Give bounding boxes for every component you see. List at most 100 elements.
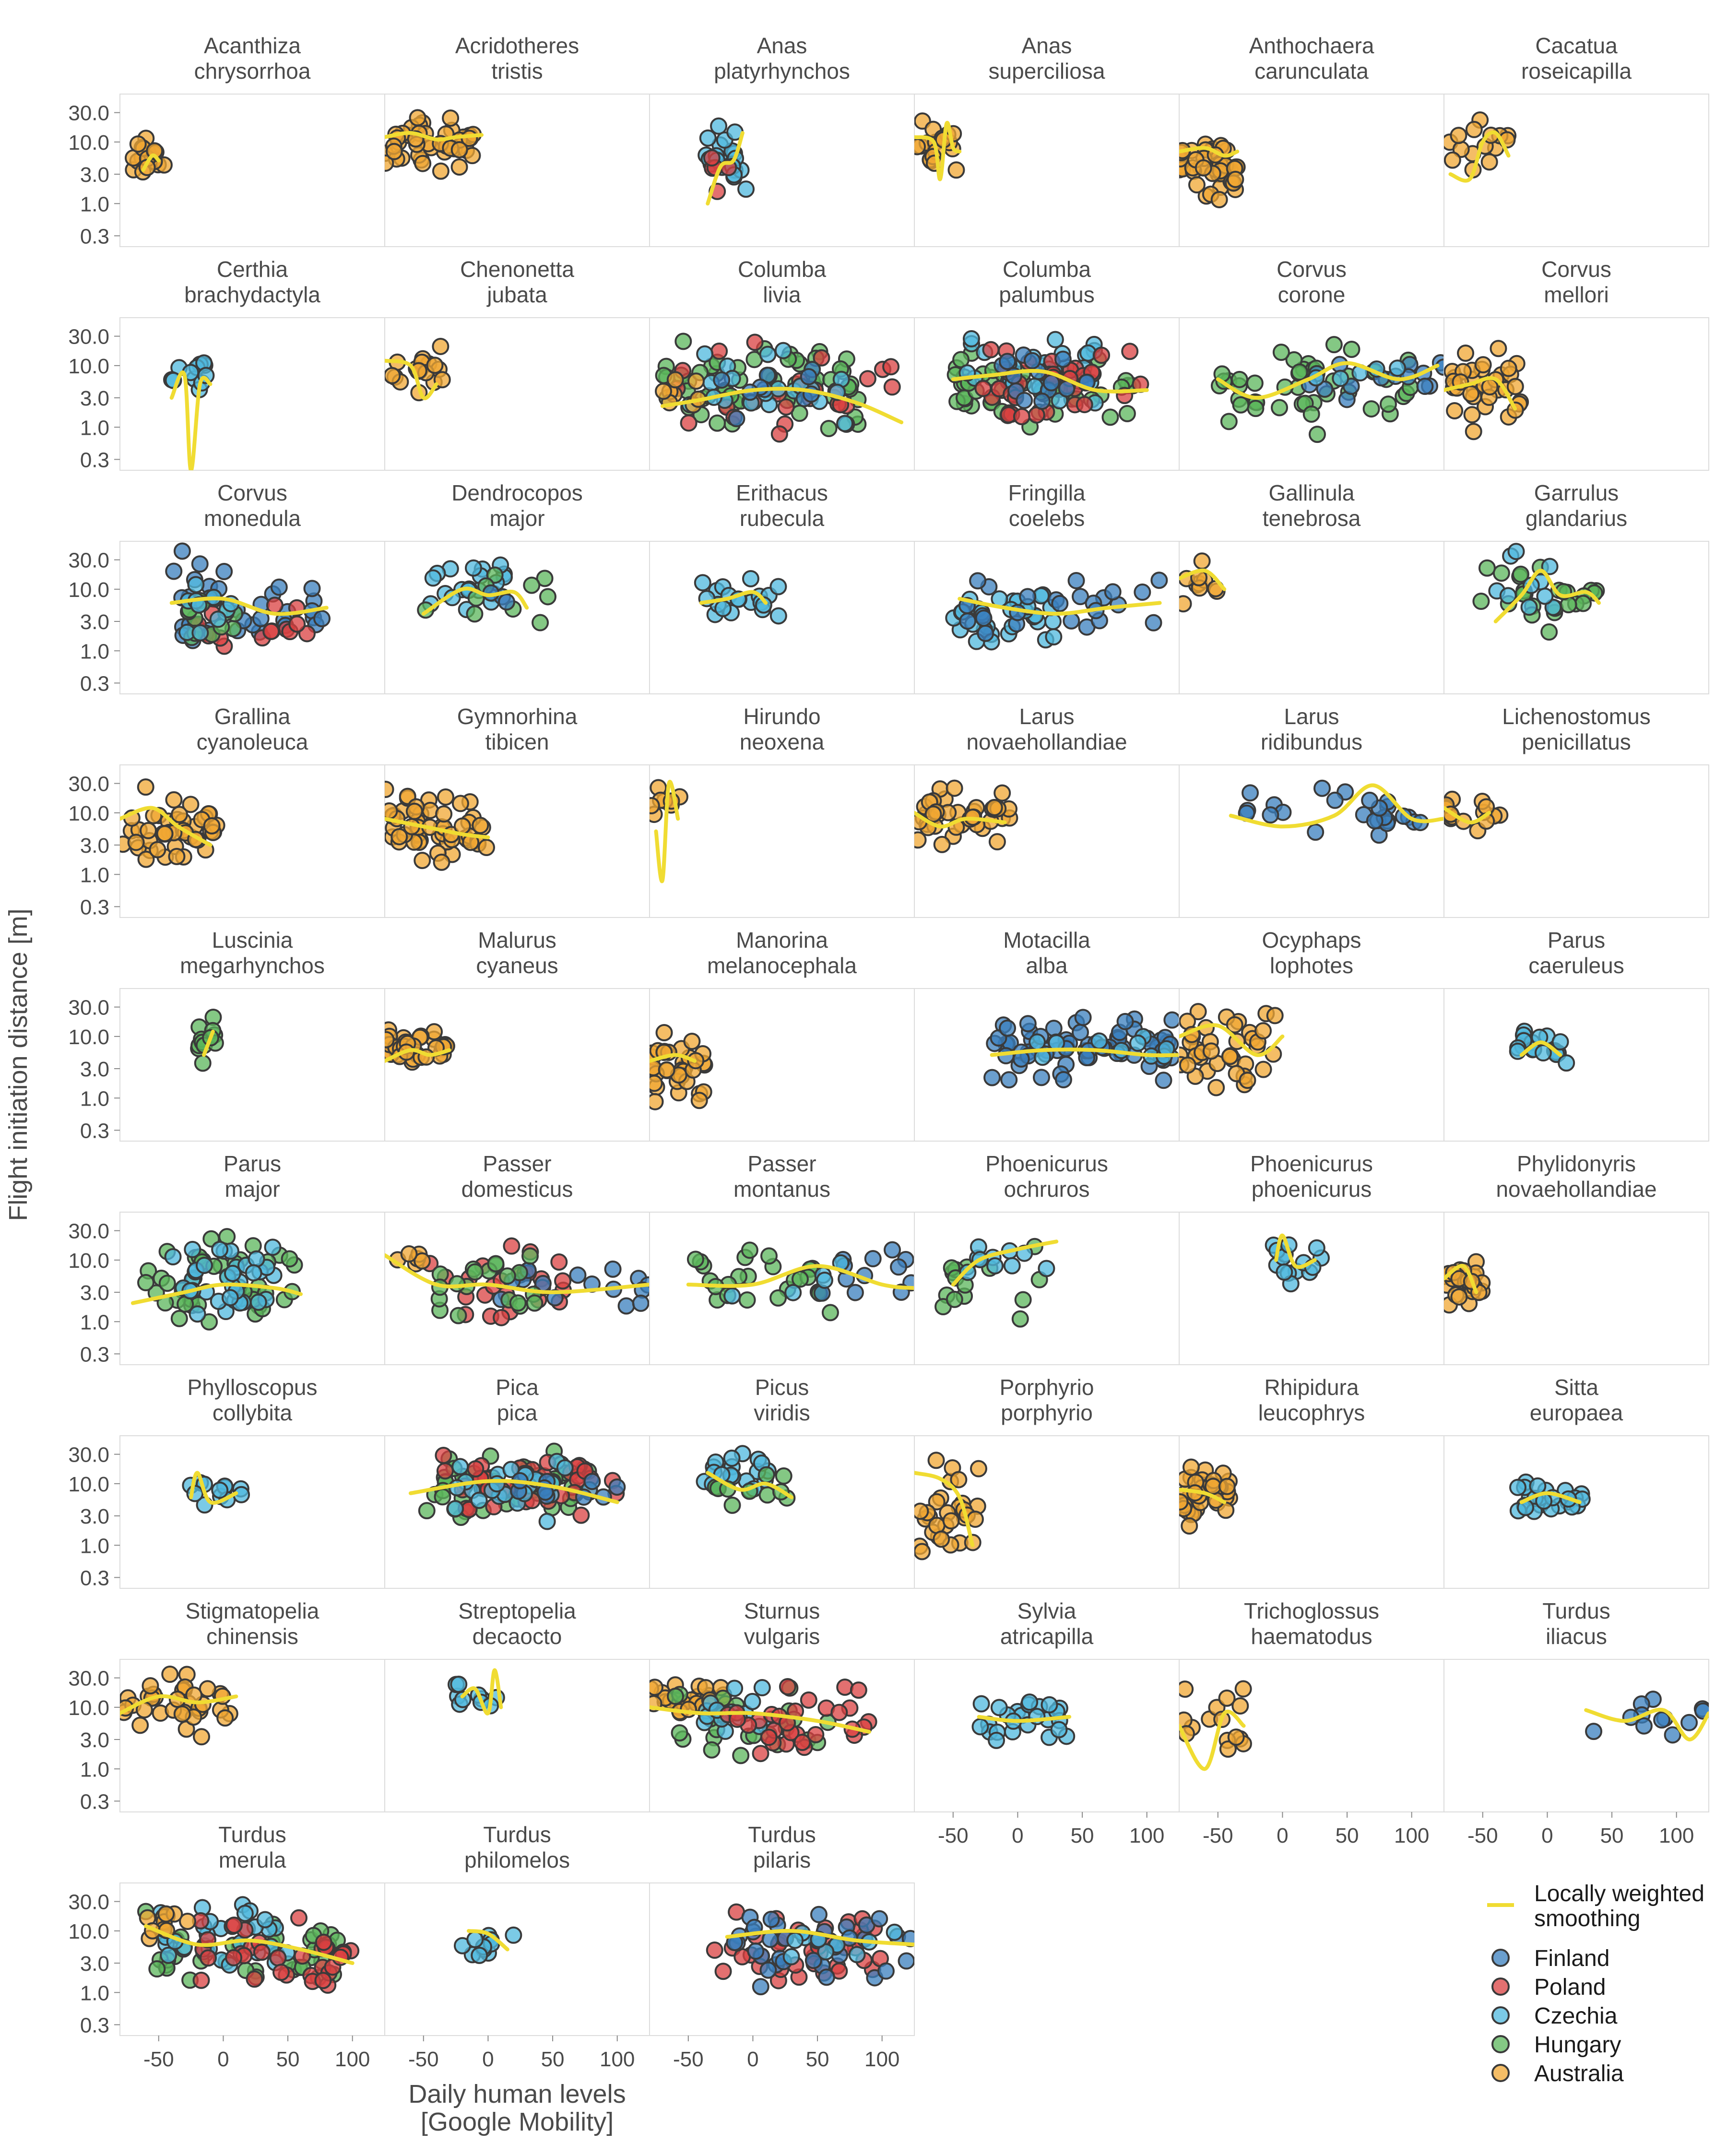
data-point xyxy=(466,605,484,623)
panel-points xyxy=(1229,779,1444,844)
panel-title-species: novaehollandiae xyxy=(966,729,1127,754)
data-point xyxy=(971,1718,989,1736)
smoothing-line xyxy=(385,358,438,400)
data-point xyxy=(752,1745,769,1763)
data-point xyxy=(650,797,660,815)
y-tick-label: 3.0 xyxy=(80,163,109,187)
data-point xyxy=(1379,395,1397,413)
smoothing-line xyxy=(385,817,490,839)
data-point xyxy=(418,1502,436,1520)
smoothing-line xyxy=(686,1264,914,1290)
data-point xyxy=(1179,1680,1194,1698)
panel-title-species: platyrhynchos xyxy=(714,59,850,83)
panel-points xyxy=(1472,543,1605,641)
data-point xyxy=(1074,1009,1092,1026)
panel-title-genus: Turdus xyxy=(483,1822,551,1847)
panel-title-species: coelebs xyxy=(1009,506,1085,531)
data-point xyxy=(807,1726,825,1744)
data-point xyxy=(505,1926,522,1944)
legend-label: Poland xyxy=(1534,1975,1606,2000)
data-point xyxy=(448,1275,466,1293)
data-point xyxy=(791,1270,809,1288)
data-point xyxy=(786,1931,804,1949)
data-point xyxy=(1041,1696,1058,1714)
data-point xyxy=(1313,779,1331,797)
data-point xyxy=(1541,558,1559,575)
data-point xyxy=(1181,1517,1198,1535)
data-point xyxy=(313,610,331,628)
x-tick-label: 0 xyxy=(482,2048,494,2071)
panel-title-genus: Hirundo xyxy=(743,704,820,729)
data-point xyxy=(1029,1033,1046,1051)
data-point xyxy=(1227,1728,1245,1746)
panel-frame xyxy=(119,988,385,1142)
y-tick-label: 1.0 xyxy=(80,416,109,440)
panel-frame xyxy=(1179,1659,1444,1812)
panel-points xyxy=(190,1008,224,1072)
legend-smoothing-label: smoothing xyxy=(1534,1906,1640,1931)
data-point xyxy=(1045,1019,1063,1037)
data-point xyxy=(201,1313,218,1331)
data-point xyxy=(432,162,449,180)
panel-title-species: haematodus xyxy=(1251,1624,1372,1649)
data-point xyxy=(550,1253,568,1271)
panel-points xyxy=(1444,111,1517,183)
y-tick-label: 1.0 xyxy=(80,1310,109,1334)
data-point xyxy=(523,576,541,594)
data-point xyxy=(1016,392,1033,409)
panel-title-species: iliacus xyxy=(1546,1624,1607,1649)
data-point xyxy=(914,1543,931,1560)
data-point xyxy=(810,1906,828,1923)
data-point xyxy=(694,574,711,592)
panel-title-genus: Gallinula xyxy=(1269,480,1355,505)
data-point xyxy=(1054,350,1072,368)
x-tick-label: -50 xyxy=(143,2048,174,2071)
data-point xyxy=(1226,1016,1243,1034)
data-point xyxy=(1021,1693,1039,1711)
panel-title-genus: Turdus xyxy=(748,1822,816,1847)
y-tick-label: 1.0 xyxy=(80,863,109,887)
data-point xyxy=(1512,565,1529,583)
data-point xyxy=(988,1731,1005,1749)
data-point xyxy=(1189,1003,1207,1021)
data-point xyxy=(728,410,745,428)
data-point xyxy=(409,109,426,127)
data-point xyxy=(451,795,469,812)
data-point xyxy=(1232,396,1250,414)
y-tick-label: 0.3 xyxy=(80,1343,109,1366)
panel-title-species: novaehollandiae xyxy=(1496,1177,1656,1202)
y-tick-label: 10.0 xyxy=(68,1249,109,1273)
y-tick-label: 3.0 xyxy=(80,1505,109,1528)
data-point xyxy=(1492,564,1510,582)
data-point xyxy=(1050,1721,1068,1739)
data-point xyxy=(129,135,147,153)
data-point xyxy=(454,1691,472,1708)
x-tick-label: 100 xyxy=(864,2048,899,2071)
y-tick-label: 10.0 xyxy=(68,1473,109,1496)
y-tick-label: 0.3 xyxy=(80,1790,109,1813)
smoothing-line xyxy=(958,596,1162,616)
smoothing-line xyxy=(120,1694,238,1715)
data-point xyxy=(1507,543,1525,560)
panel-title-genus: Phoenicurus xyxy=(1250,1151,1373,1176)
data-point xyxy=(1462,385,1480,403)
data-point xyxy=(572,1506,590,1524)
panel-title-genus: Anas xyxy=(1022,33,1072,58)
data-point xyxy=(1163,1011,1179,1029)
data-point xyxy=(775,1467,793,1485)
data-point xyxy=(269,1949,287,1967)
data-point xyxy=(1472,593,1490,610)
data-point xyxy=(385,1031,395,1048)
panel-title-genus: Larus xyxy=(1019,704,1074,729)
data-point xyxy=(191,555,209,573)
data-point xyxy=(1272,344,1290,361)
data-point xyxy=(804,1952,822,1969)
panel-title-genus: Malurus xyxy=(478,928,556,953)
data-point xyxy=(179,1913,197,1930)
smoothing-line xyxy=(914,810,1007,829)
